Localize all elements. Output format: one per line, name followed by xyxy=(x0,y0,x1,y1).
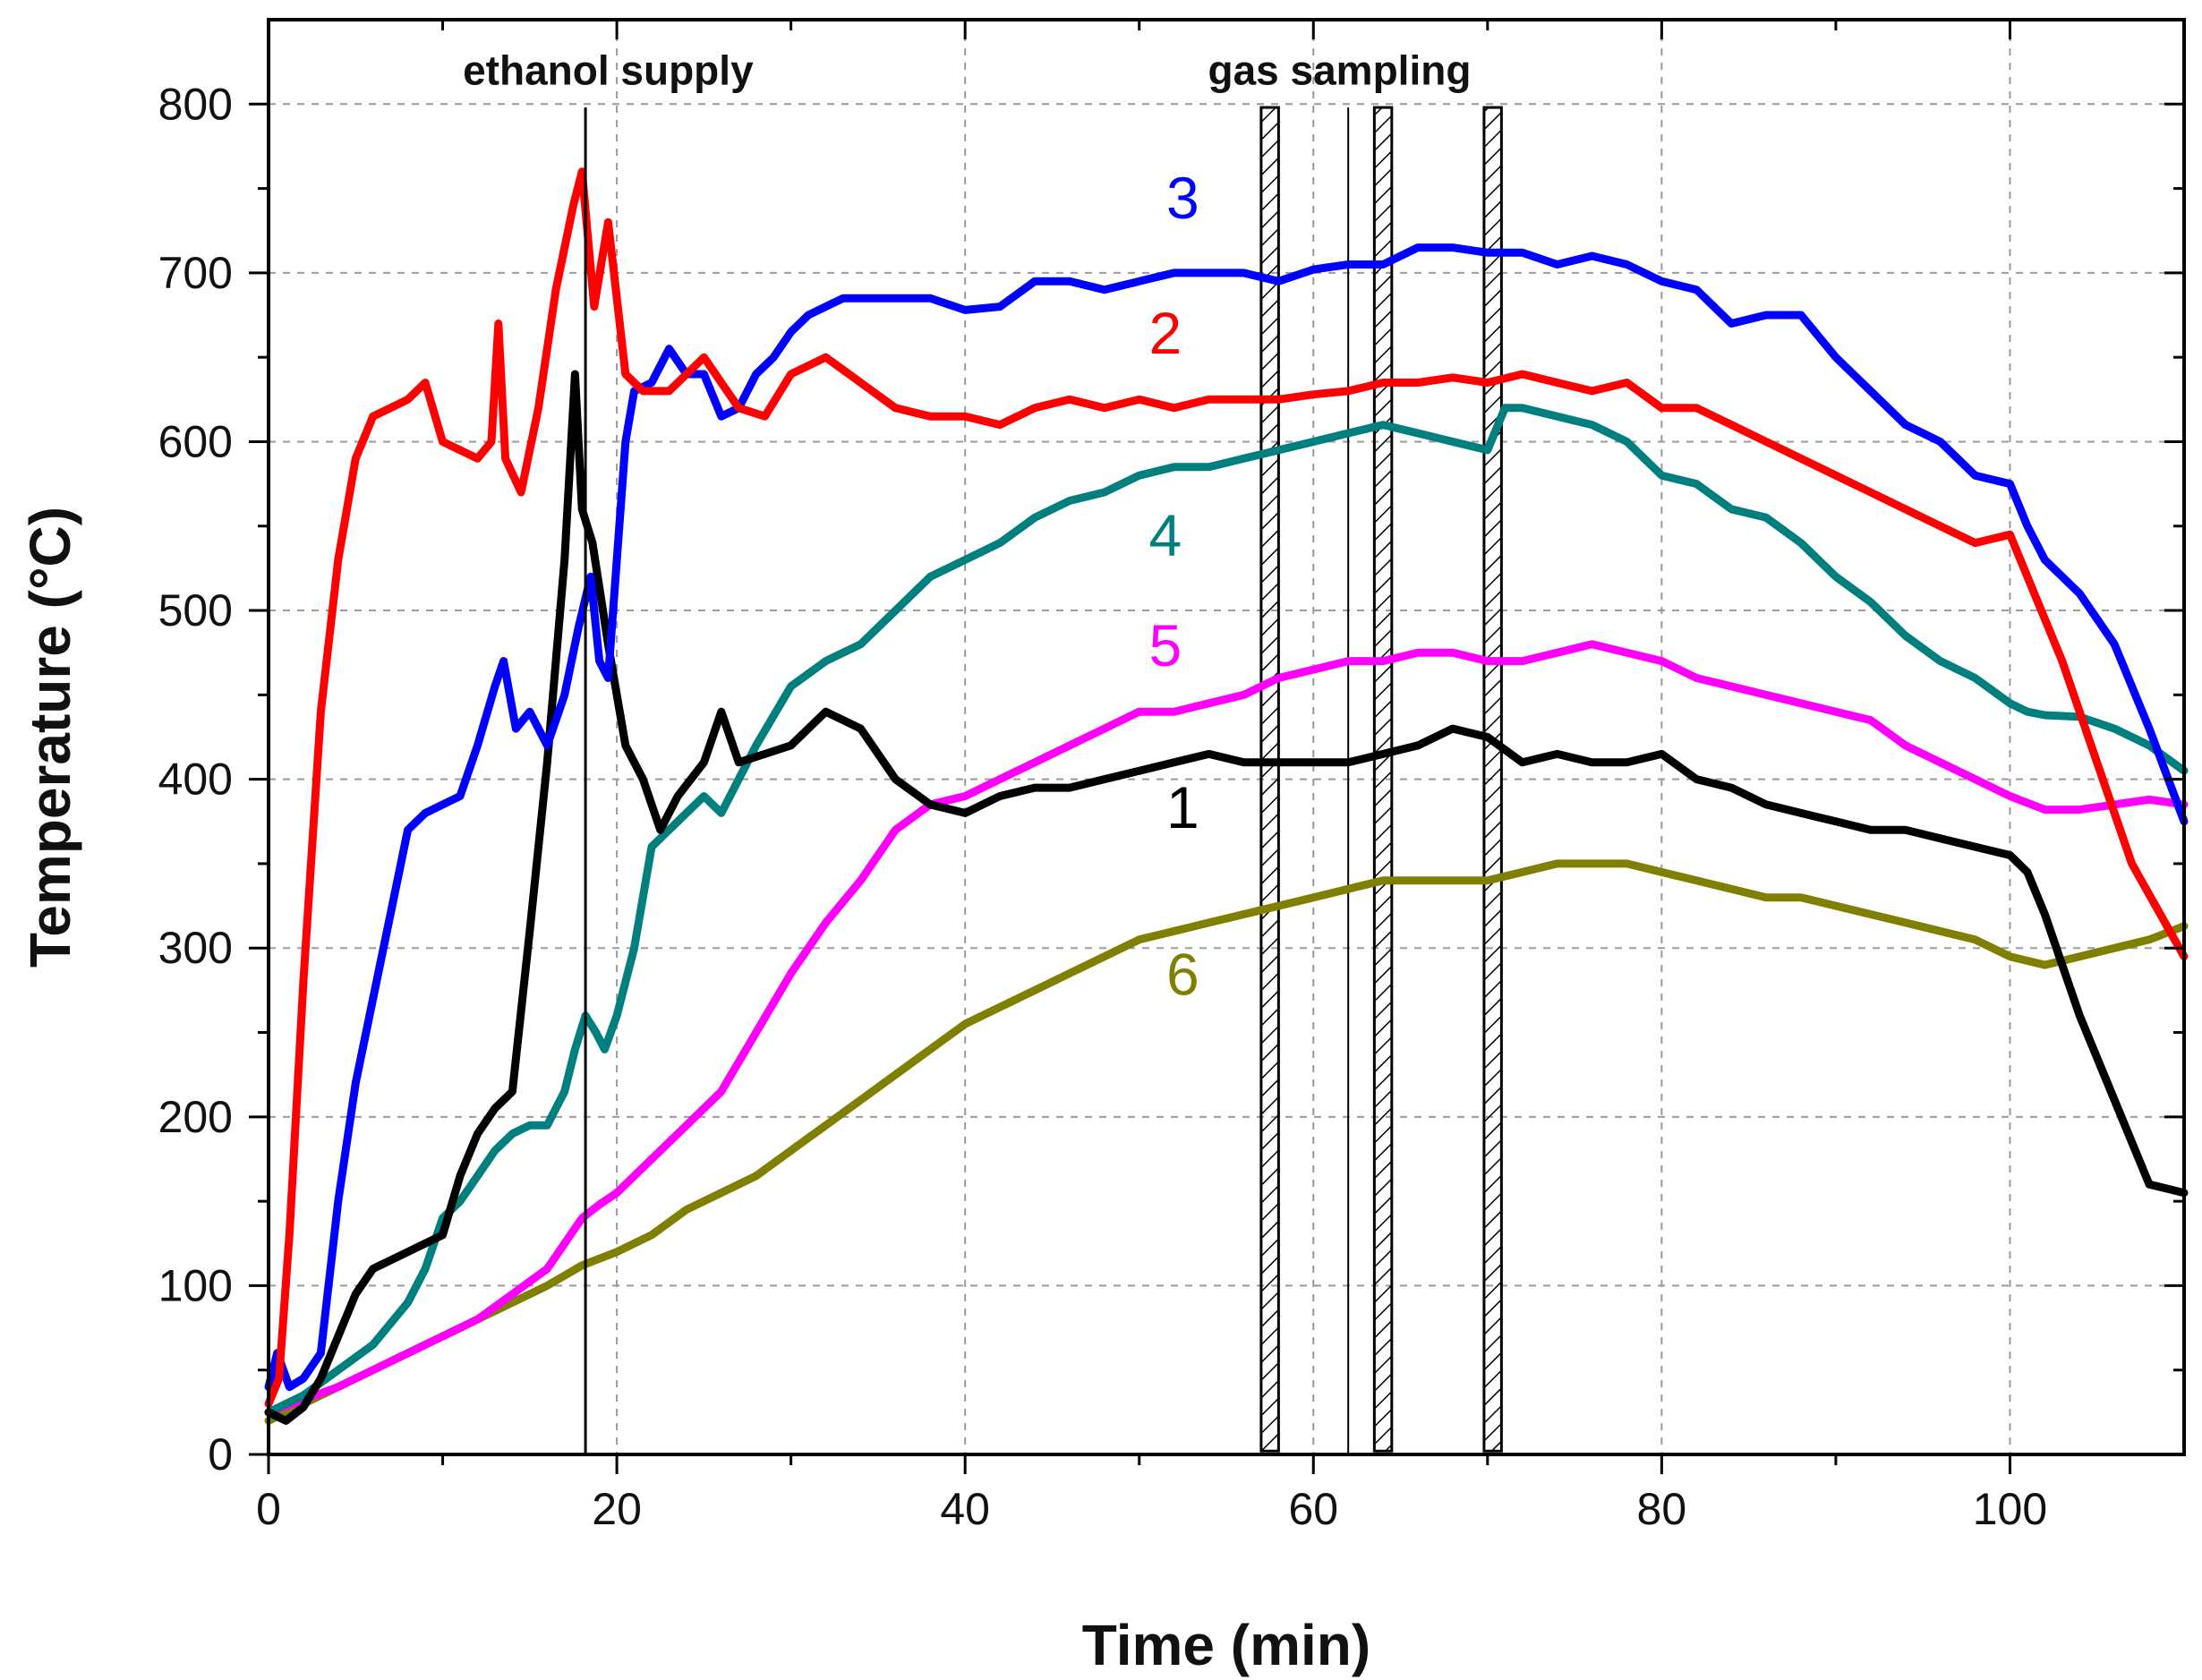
series-3-label: 3 xyxy=(1166,165,1199,231)
gas-sampling-windows xyxy=(1259,106,1503,1454)
series-1-line xyxy=(264,370,2189,1425)
gas-sampling-annotation: gas sampling xyxy=(1208,47,1471,94)
y-tick-label: 200 xyxy=(158,1092,233,1142)
axis-ticks xyxy=(249,20,2184,1474)
sampling-window xyxy=(1482,106,1503,1453)
chart-labels: 0 20 40 60 80 100 0 100 200 300 400 500 600 700 800 1 2 3… xyxy=(158,47,2048,1534)
series-1-label: 1 xyxy=(1166,774,1199,840)
x-tick-label: 20 xyxy=(592,1484,642,1534)
plot-frame xyxy=(267,18,2186,1456)
y-tick-label: 100 xyxy=(158,1260,233,1310)
x-axis-title: Time (min) xyxy=(1082,1613,1370,1677)
series-5-line xyxy=(264,640,2189,1417)
y-tick-label: 600 xyxy=(158,416,233,466)
x-tick-label: 40 xyxy=(940,1484,990,1534)
series-lines xyxy=(264,167,2189,1425)
y-tick-label: 400 xyxy=(158,755,233,805)
sampling-window xyxy=(1372,106,1394,1453)
grid-lines xyxy=(269,20,2184,1454)
series-6-line xyxy=(264,859,2189,1425)
series-3-line xyxy=(264,243,2189,1392)
y-axis-title: Temperature (°C) xyxy=(18,507,82,968)
series-2-line xyxy=(264,167,2189,1408)
y-tick-label: 500 xyxy=(158,585,233,635)
y-tick-label: 300 xyxy=(158,923,233,973)
sampling-window xyxy=(1259,106,1280,1453)
ethanol-supply-annotation: ethanol supply xyxy=(463,47,754,94)
y-tick-label: 0 xyxy=(208,1429,233,1480)
series-5-label: 5 xyxy=(1149,612,1182,678)
series-4-line xyxy=(264,404,2189,1417)
x-tick-label: 60 xyxy=(1288,1484,1338,1534)
series-2-label: 2 xyxy=(1149,300,1182,366)
x-tick-label: 100 xyxy=(1973,1484,2047,1534)
series-6-label: 6 xyxy=(1166,942,1199,1008)
y-tick-label: 800 xyxy=(158,79,233,129)
series-4-label: 4 xyxy=(1149,502,1182,568)
y-tick-label: 700 xyxy=(158,248,233,298)
x-tick-label: 0 xyxy=(256,1484,281,1534)
x-tick-label: 80 xyxy=(1637,1484,1687,1534)
